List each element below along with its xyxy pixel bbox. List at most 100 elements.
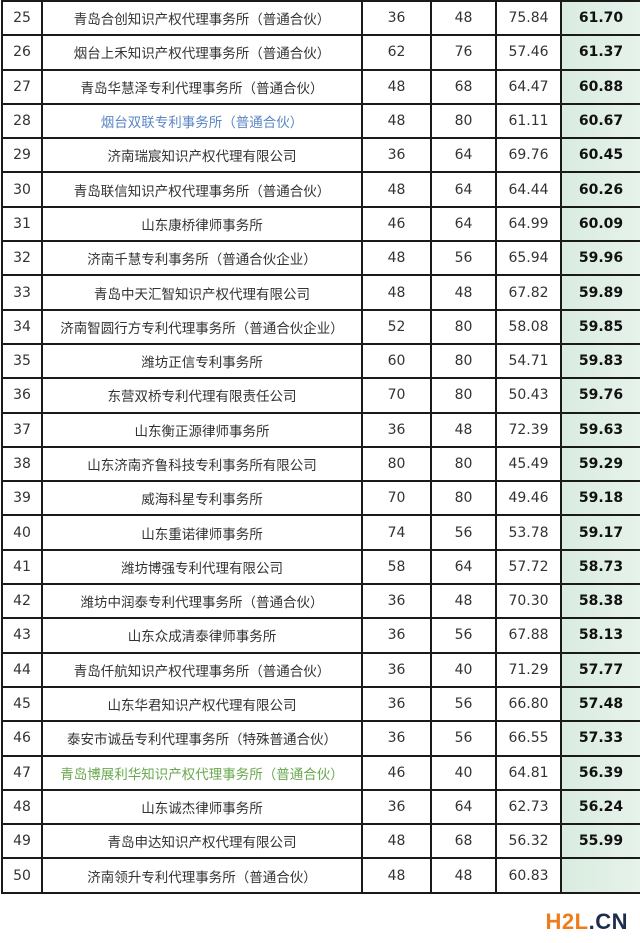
rank-cell: 43	[1, 617, 43, 654]
score-cell: 59.85	[560, 308, 640, 345]
value-cell-1: 36	[361, 411, 432, 448]
table-row: 35 潍坊正信专利事务所 60 80 54.71 59.83	[1, 342, 640, 380]
ranking-table-body: 25 青岛合创知识产权代理事务所（普通合伙） 36 48 75.84 61.70 26 烟台上…	[1, 0, 640, 894]
name-cell: 山东康桥律师事务所	[41, 205, 363, 243]
name-cell: 潍坊博强专利代理有限公司	[41, 548, 363, 586]
value-cell-2: 80	[430, 377, 497, 414]
table-row: 49 青岛申达知识产权代理有限公司 48 68 56.32 55.99	[1, 823, 640, 860]
name-cell: 山东衡正源律师事务所	[41, 411, 363, 448]
value-cell-3: 64.99	[495, 205, 562, 243]
score-cell	[560, 857, 640, 894]
rank-cell: 27	[1, 68, 43, 105]
value-cell-3: 66.55	[495, 720, 562, 757]
name-cell: 青岛联信知识产权代理事务所（普通合伙）	[41, 171, 363, 208]
score-cell: 60.45	[560, 137, 640, 174]
score-cell: 59.17	[560, 514, 640, 551]
rank-cell: 30	[1, 171, 43, 208]
value-cell-2: 40	[430, 651, 497, 688]
value-cell-3: 49.46	[495, 480, 562, 517]
value-cell-1: 48	[361, 171, 432, 208]
score-cell: 61.37	[560, 34, 640, 71]
rank-cell: 42	[1, 583, 43, 620]
value-cell-1: 70	[361, 377, 432, 414]
value-cell-2: 48	[430, 583, 497, 620]
table-row: 42 潍坊中润泰专利代理事务所（普通合伙） 36 48 70.30 58.38	[1, 583, 640, 620]
value-cell-2: 56	[430, 514, 497, 551]
rank-cell: 47	[1, 754, 43, 791]
score-cell: 60.09	[560, 205, 640, 243]
value-cell-3: 75.84	[495, 0, 562, 37]
value-cell-1: 48	[361, 857, 432, 894]
score-cell: 57.33	[560, 720, 640, 757]
score-cell: 57.77	[560, 651, 640, 688]
score-cell: 59.89	[560, 274, 640, 311]
score-cell: 58.13	[560, 617, 640, 654]
value-cell-3: 64.47	[495, 68, 562, 105]
name-cell: 青岛博展利华知识产权代理事务所（普通合伙）	[41, 754, 363, 791]
value-cell-1: 48	[361, 823, 432, 860]
table-row: 30 青岛联信知识产权代理事务所（普通合伙） 48 64 64.44 60.26	[1, 171, 640, 208]
value-cell-2: 68	[430, 823, 497, 860]
rank-cell: 26	[1, 34, 43, 71]
value-cell-3: 50.43	[495, 377, 562, 414]
value-cell-3: 57.72	[495, 548, 562, 586]
name-cell: 泰安市诚岳专利代理事务所（特殊普通合伙）	[41, 720, 363, 757]
value-cell-1: 36	[361, 0, 432, 37]
value-cell-1: 58	[361, 548, 432, 586]
value-cell-1: 36	[361, 617, 432, 654]
rank-cell: 25	[1, 0, 43, 37]
rank-cell: 31	[1, 205, 43, 243]
value-cell-1: 48	[361, 68, 432, 105]
value-cell-2: 40	[430, 754, 497, 791]
name-cell: 济南千慧专利事务所（普通合伙企业）	[41, 240, 363, 277]
table-row: 29 济南瑞宸知识产权代理有限公司 36 64 69.76 60.45	[1, 137, 640, 174]
score-cell: 59.18	[560, 480, 640, 517]
score-cell: 56.39	[560, 754, 640, 791]
name-cell: 东营双桥专利代理有限责任公司	[41, 377, 363, 414]
value-cell-1: 36	[361, 137, 432, 174]
value-cell-3: 67.88	[495, 617, 562, 654]
score-cell: 61.70	[560, 0, 640, 37]
name-cell: 潍坊正信专利事务所	[41, 342, 363, 380]
table-row: 45 山东华君知识产权代理有限公司 36 56 66.80 57.48	[1, 685, 640, 723]
score-cell: 60.26	[560, 171, 640, 208]
name-cell: 烟台上禾知识产权代理事务所（普通合伙）	[41, 34, 363, 71]
name-cell: 山东诚杰律师事务所	[41, 788, 363, 826]
score-cell: 60.88	[560, 68, 640, 105]
score-cell: 59.63	[560, 411, 640, 448]
rank-cell: 28	[1, 102, 43, 140]
value-cell-1: 36	[361, 685, 432, 723]
table-row: 40 山东重诺律师事务所 74 56 53.78 59.17	[1, 514, 640, 551]
value-cell-3: 60.83	[495, 857, 562, 894]
value-cell-1: 36	[361, 651, 432, 688]
rank-cell: 44	[1, 651, 43, 688]
value-cell-3: 54.71	[495, 342, 562, 380]
rank-cell: 49	[1, 823, 43, 860]
value-cell-3: 64.44	[495, 171, 562, 208]
name-cell: 潍坊中润泰专利代理事务所（普通合伙）	[41, 583, 363, 620]
value-cell-1: 36	[361, 788, 432, 826]
name-cell: 山东重诺律师事务所	[41, 514, 363, 551]
value-cell-3: 71.29	[495, 651, 562, 688]
rank-cell: 40	[1, 514, 43, 551]
value-cell-2: 64	[430, 137, 497, 174]
value-cell-3: 69.76	[495, 137, 562, 174]
logo-part1: H2L	[545, 909, 589, 934]
rank-cell: 35	[1, 342, 43, 380]
table-row: 26 烟台上禾知识产权代理事务所（普通合伙） 62 76 57.46 61.37	[1, 34, 640, 71]
value-cell-2: 48	[430, 274, 497, 311]
score-cell: 58.38	[560, 583, 640, 620]
table-row: 41 潍坊博强专利代理有限公司 58 64 57.72 58.73	[1, 548, 640, 586]
rank-cell: 33	[1, 274, 43, 311]
value-cell-2: 48	[430, 857, 497, 894]
rank-cell: 48	[1, 788, 43, 826]
rank-cell: 39	[1, 480, 43, 517]
value-cell-1: 36	[361, 720, 432, 757]
value-cell-2: 80	[430, 102, 497, 140]
value-cell-1: 46	[361, 205, 432, 243]
value-cell-1: 48	[361, 240, 432, 277]
value-cell-3: 67.82	[495, 274, 562, 311]
value-cell-1: 62	[361, 34, 432, 71]
table-row: 50 济南领升专利代理事务所（普通合伙） 48 48 60.83	[1, 857, 640, 894]
table-row: 44 青岛仟航知识产权代理事务所（普通合伙） 36 40 71.29 57.77	[1, 651, 640, 688]
